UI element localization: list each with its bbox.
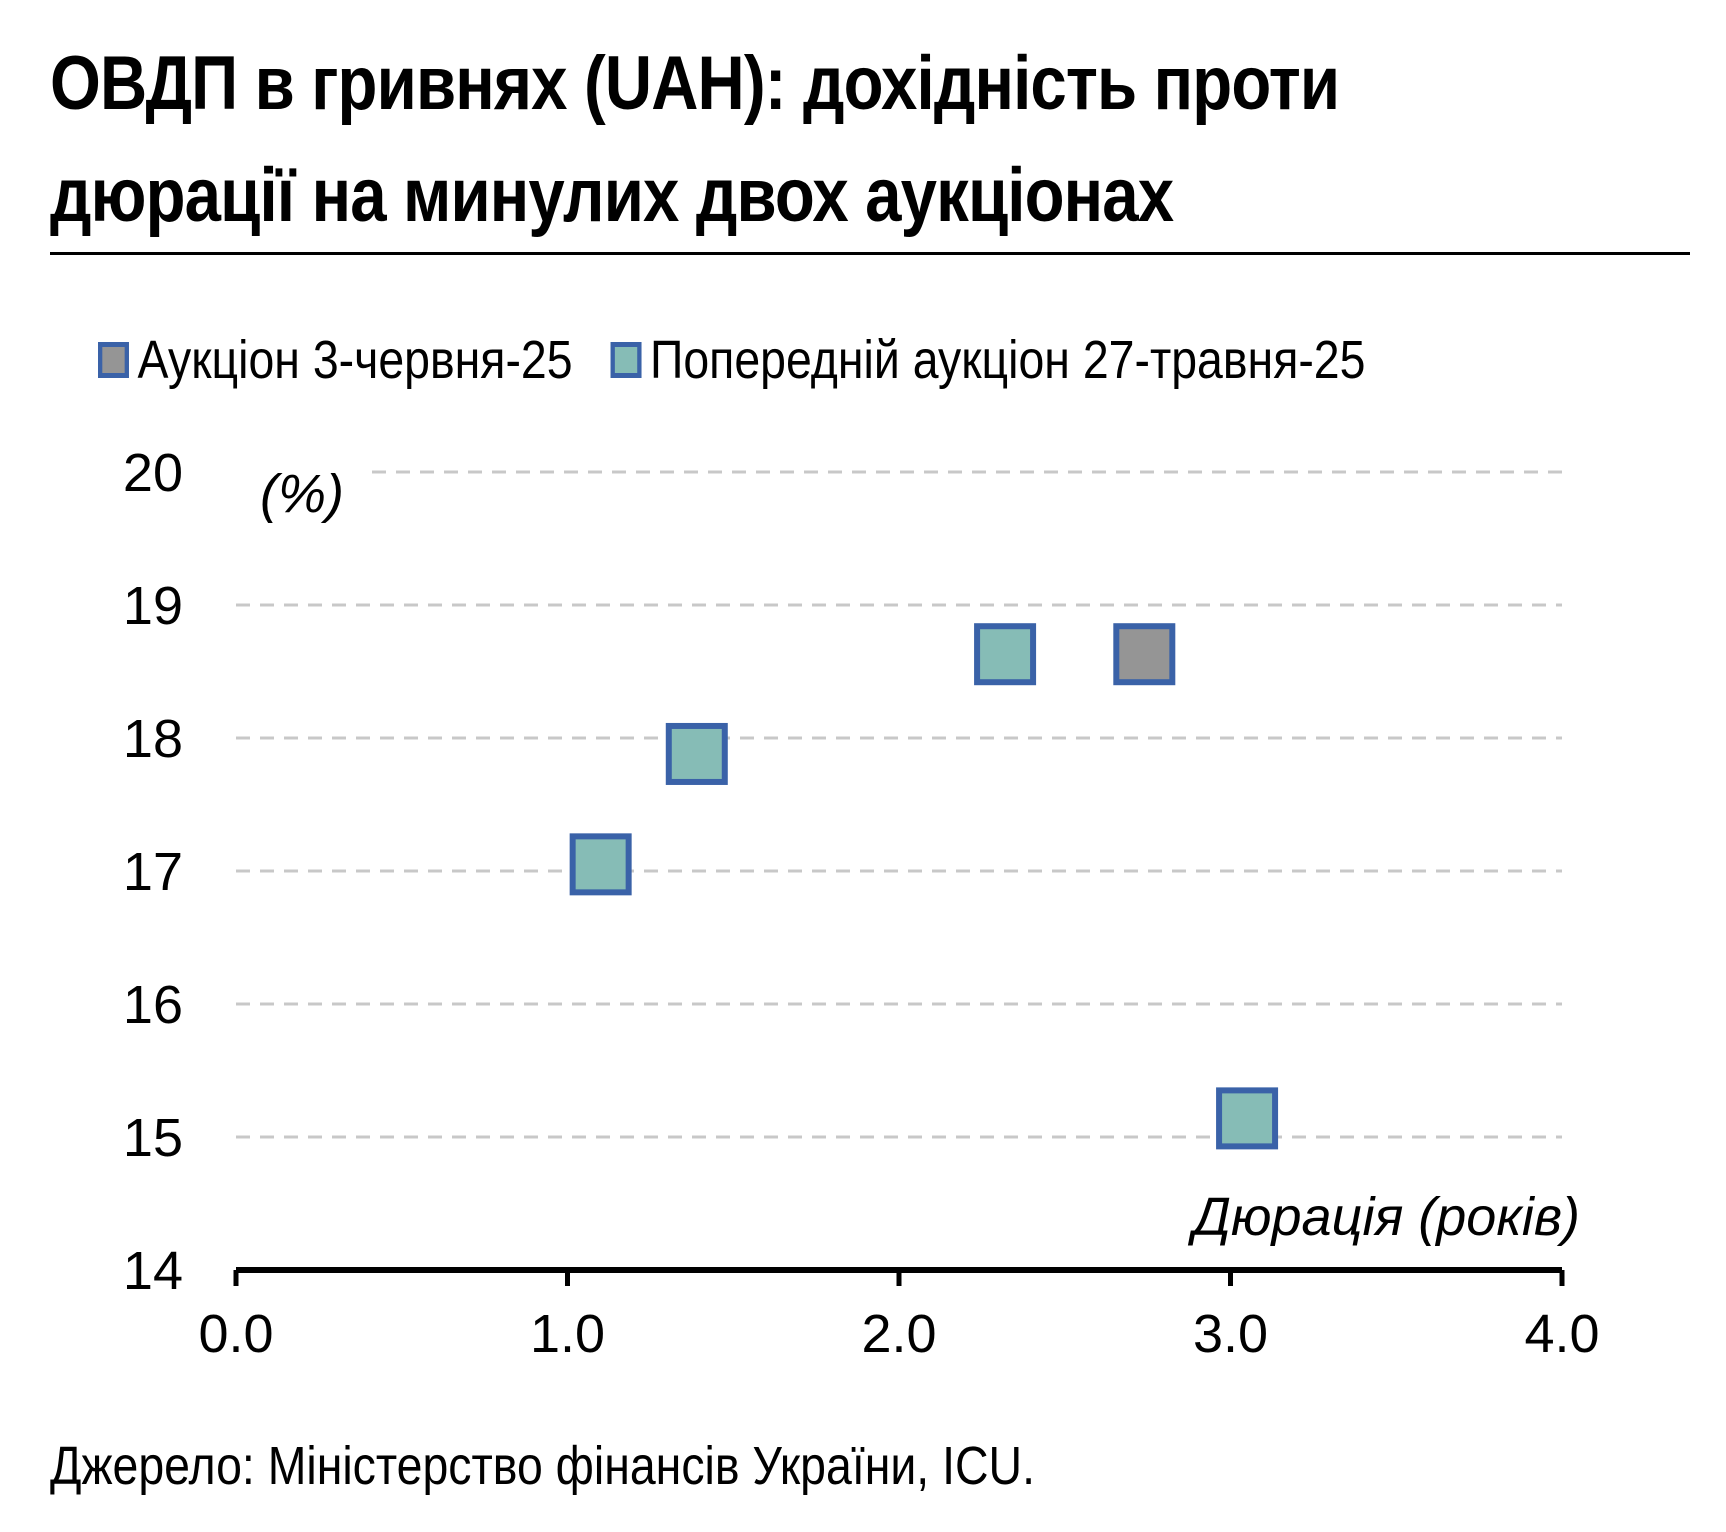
y-tick-label: 20 — [123, 443, 183, 503]
x-tick-label: 0.0 — [198, 1304, 273, 1364]
legend-item-previous: Попередній аукціон 27-травня-25 — [610, 329, 1365, 391]
chart-legend: Аукціон 3-червня-25 Попередній аукціон 2… — [98, 325, 1403, 395]
title-divider — [50, 252, 1690, 255]
y-tick-label: 18 — [123, 709, 183, 769]
y-tick-label: 16 — [123, 975, 183, 1035]
legend-swatch-previous — [610, 342, 642, 378]
point-previous-auction — [1216, 1087, 1279, 1150]
tick-labels: 14 15 16 17 18 19 20 0.0 1.0 2.0 3.0 4.0 — [123, 443, 1600, 1364]
x-axis-title: Дюрація (років) — [1188, 1187, 1580, 1247]
point-previous-auction — [974, 623, 1037, 686]
grid-lines — [236, 470, 1562, 1139]
legend-swatch-current — [98, 342, 129, 378]
x-tick-label: 1.0 — [530, 1304, 605, 1364]
x-axis — [233, 1267, 1565, 1286]
legend-label-previous: Попередній аукціон 27-травня-25 — [649, 330, 1366, 390]
x-tick-label: 4.0 — [1524, 1304, 1599, 1364]
chart-title: ОВДП в гривнях (UAH): дохідність проти д… — [50, 41, 1340, 238]
point-previous-auction — [569, 833, 632, 896]
y-tick-label: 19 — [123, 576, 183, 636]
y-tick-label: 17 — [123, 842, 183, 902]
y-tick-label: 14 — [123, 1241, 183, 1301]
point-current-auction — [1113, 623, 1176, 686]
x-tick-label: 3.0 — [1193, 1304, 1268, 1364]
source-note: Джерело: Міністерство фінансів України, … — [50, 1436, 1035, 1496]
legend-item-current: Аукціон 3-червня-25 — [98, 329, 573, 391]
x-tick-label: 2.0 — [861, 1304, 936, 1364]
y-tick-label: 15 — [123, 1108, 183, 1168]
point-previous-auction — [665, 722, 728, 785]
y-axis-title: (%) — [260, 464, 344, 524]
data-points — [569, 623, 1279, 1150]
legend-label-current: Аукціон 3-червня-25 — [137, 330, 573, 390]
